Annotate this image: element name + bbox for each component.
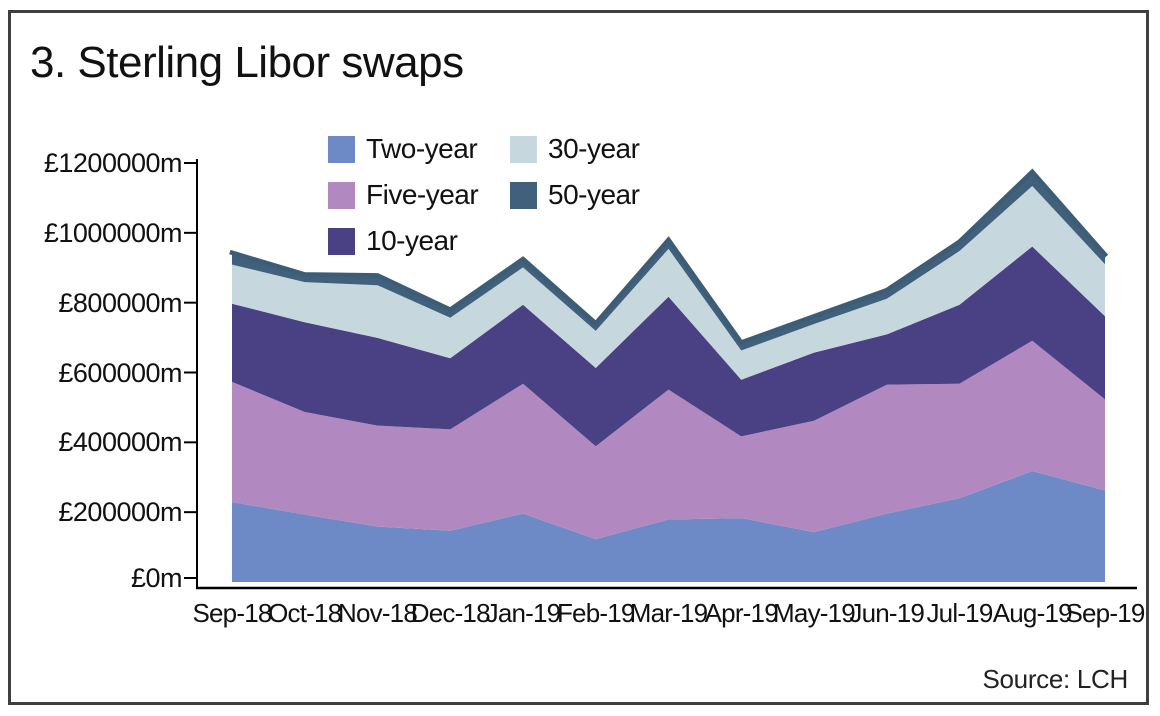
legend-swatch-five-year [328, 181, 355, 209]
legend-swatch-two-year [328, 135, 355, 163]
x-tick-label: Apr-19 [704, 598, 779, 628]
legend-item-two-year: Two-year [328, 133, 510, 165]
y-tick-label: £1000000m [43, 217, 183, 248]
legend-label: Two-year [366, 133, 478, 164]
y-tick-label: £400000m [58, 427, 182, 458]
total-top-outline [229, 168, 1109, 346]
legend-item-10-year: 10-year [328, 225, 510, 257]
x-tick-label: Mar-19 [629, 598, 708, 628]
chart-legend: Two-year Five-year 10-year 30-year 50-year [328, 126, 640, 264]
y-tick-label: £0m [130, 563, 183, 593]
legend-item-50-year: 50-year [510, 179, 640, 211]
x-tick-label: Dec-18 [410, 598, 491, 628]
x-tick-label: Jul-19 [926, 598, 993, 628]
x-tick-label: Jan-19 [485, 598, 562, 628]
x-tick-label: Oct-18 [268, 598, 342, 628]
legend-label: 30-year [548, 133, 640, 164]
legend-swatch-10-year [328, 227, 355, 255]
legend-item-five-year: Five-year [328, 179, 510, 211]
legend-swatch-50-year [510, 181, 537, 209]
y-tick-label: £200000m [58, 497, 182, 528]
x-tick-label: Nov-18 [337, 598, 418, 628]
y-tick-label: £800000m [58, 287, 182, 318]
legend-label: 10-year [366, 225, 458, 256]
x-tick-label: Jun-19 [849, 598, 925, 628]
legend-swatch-30-year [510, 135, 537, 163]
y-tick-label: £1200000m [43, 148, 183, 178]
x-tick-label: Aug-19 [992, 598, 1073, 628]
area-series-30-year [232, 186, 1105, 380]
legend-label: 50-year [548, 179, 640, 210]
area-series-10-year [232, 246, 1105, 447]
area-series-five-year [232, 340, 1105, 540]
legend-item-30-year: 30-year [510, 133, 640, 165]
x-tick-label: Sep-19 [1065, 598, 1145, 628]
source-label: Source: LCH [982, 664, 1128, 694]
area-series-two-year [232, 471, 1105, 582]
x-tick-label: Sep-18 [192, 598, 272, 628]
x-tick-label: May-19 [773, 598, 856, 628]
x-tick-label: Feb-19 [556, 598, 635, 628]
chart-title: 3. Sterling Libor swaps [30, 38, 464, 87]
legend-label: Five-year [366, 179, 479, 210]
y-tick-label: £600000m [58, 357, 182, 388]
